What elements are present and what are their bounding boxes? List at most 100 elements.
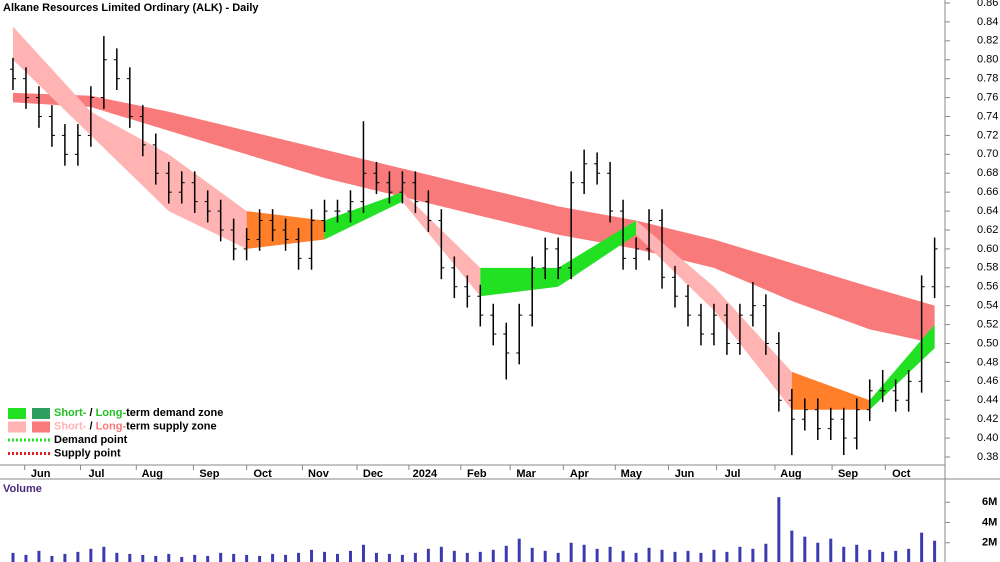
volume-bar [725,551,729,562]
volume-bar [829,538,833,562]
volume-bar [595,548,599,562]
x-tick-label: Aug [780,468,801,480]
volume-bar [374,552,378,562]
volume-bar [310,549,314,562]
volume-bar [738,546,742,562]
volume-bar [439,546,443,562]
volume-bar [89,548,93,562]
y-tick-label: 0.74 [977,110,998,122]
volume-bar [387,553,391,562]
volume-bar [530,547,534,562]
volume-bar [465,552,469,562]
volume-bar [790,530,794,562]
legend-label: Short- / Long-term demand zone [54,407,223,419]
volume-bar [803,536,807,562]
volume-bar [881,551,885,562]
legend-label: Demand point [54,434,128,446]
y-tick-label: 0.80 [977,54,998,66]
volume-bar [855,544,859,562]
volume-title: Volume [3,483,42,495]
y-tick-label: 0.82 [977,35,998,47]
y-tick-label: 0.62 [977,224,998,236]
volume-bar [245,554,249,562]
short-term-band [558,220,637,287]
volume-bar [777,497,781,562]
x-tick-label: Sep [199,468,219,480]
volume-bar [76,551,80,562]
volume-bar [543,550,547,562]
legend-text: Demand point [54,434,128,446]
volume-bar [569,542,573,562]
y-tick-label: 0.72 [977,129,998,141]
y-tick-label: 0.76 [977,91,998,103]
volume-bar [400,554,404,562]
volume-bar [699,552,703,562]
x-tick-label: Jul [89,468,105,480]
volume-bar [348,550,352,562]
volume-bar [232,553,236,562]
volume-bar [128,553,132,562]
y-tick-label: 0.42 [977,413,998,425]
volume-bar [647,547,651,562]
short-term-band [480,267,559,297]
volume-bar [504,545,508,562]
volume-bar [271,553,275,562]
volume-bar [478,551,482,562]
short-term-band [324,192,403,240]
x-tick-label: Jun [31,468,51,480]
volume-bar [842,546,846,562]
volume-bar [673,551,677,562]
legend-text: term demand zone [126,407,223,419]
volume-bar [452,550,456,562]
legend-text: term supply zone [126,420,216,432]
volume-bar [634,552,638,562]
x-tick-label: 2024 [413,468,438,480]
volume-tick-label: 2M [982,537,997,549]
y-tick-label: 0.78 [977,73,998,85]
x-tick-label: Aug [142,468,163,480]
volume-bar [219,552,223,562]
x-tick-label: Oct [892,468,911,480]
y-tick-label: 0.50 [977,337,998,349]
chart-title: Alkane Resources Limited Ordinary (ALK) … [3,2,259,14]
volume-bar [167,553,171,562]
legend-label: Supply point [54,447,121,459]
y-tick-label: 0.56 [977,281,998,293]
volume-bar [920,532,924,562]
legend-label: Short- / Long-term supply zone [54,420,217,432]
volume-bar [336,553,339,562]
y-tick-label: 0.84 [977,16,998,28]
volume-bar [115,552,119,562]
y-tick-label: 0.68 [977,167,998,179]
short-term-band [713,286,792,410]
y-tick-label: 0.70 [977,148,998,160]
volume-bar [258,555,262,562]
volume-bar [193,554,197,562]
x-tick-label: Nov [308,468,330,480]
y-tick-label: 0.66 [977,186,998,198]
legend-swatch [8,421,26,433]
long-term-band [12,92,935,344]
short-term-band [636,220,714,311]
short-term-band [12,26,91,136]
legend-text: / [89,407,92,419]
y-tick-label: 0.60 [977,243,998,255]
volume-bar [907,548,911,562]
y-tick-label: 0.58 [977,262,998,274]
y-tick-label: 0.48 [977,356,998,368]
volume-tick-label: 4M [982,516,997,528]
y-tick-label: 0.46 [977,375,998,387]
volume-bar [413,552,417,562]
volume-bar [102,546,106,562]
volume-tick-label: 6M [982,496,997,508]
volume-bar [582,544,586,562]
legend-text: Short- [54,420,87,432]
volume-bar [816,542,820,562]
volume-bar [491,549,495,562]
volume-bar [751,548,755,562]
y-tick-label: 0.86 [977,0,998,9]
y-tick-label: 0.64 [977,205,998,217]
volume-bar [868,549,872,562]
volume-bar [206,555,210,562]
